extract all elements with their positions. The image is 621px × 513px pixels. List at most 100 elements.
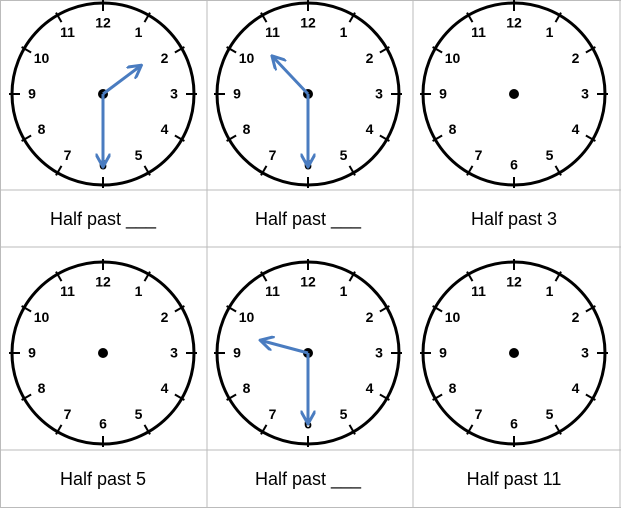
dial-number: 9: [439, 345, 447, 361]
tick: [226, 46, 237, 54]
tick: [143, 165, 151, 176]
hour-hand: [274, 58, 310, 96]
tick: [432, 134, 443, 142]
tick: [379, 134, 390, 142]
dial-number: 2: [366, 309, 374, 325]
caption: Half past 11: [467, 469, 562, 489]
dial-number: 6: [99, 416, 107, 432]
tick: [260, 271, 268, 282]
dial-number: 5: [546, 406, 554, 422]
tick: [55, 424, 63, 435]
tick: [55, 12, 63, 23]
tick: [260, 165, 268, 176]
clock-center: [98, 348, 108, 358]
dial-number: 11: [60, 24, 75, 40]
dial-number: 5: [546, 147, 554, 163]
tick: [554, 165, 562, 176]
dial-number: 7: [269, 147, 277, 163]
dial-number: 12: [300, 15, 316, 31]
tick: [466, 165, 474, 176]
dial-number: 10: [239, 50, 255, 66]
dial-number: 2: [366, 50, 374, 66]
hour-hand: [102, 67, 139, 96]
dial-number: 1: [135, 283, 143, 299]
dial-number: 6: [510, 157, 518, 173]
dial-number: 4: [366, 121, 374, 137]
tick: [585, 393, 596, 401]
tick: [432, 393, 443, 401]
dial-number: 3: [375, 345, 383, 361]
dial-number: 1: [546, 24, 554, 40]
dial-number: 7: [64, 406, 72, 422]
dial-number: 4: [572, 121, 580, 137]
dial-number: 9: [28, 86, 36, 102]
dial-number: 9: [233, 345, 241, 361]
dial-number: 1: [340, 24, 348, 40]
tick: [379, 305, 390, 313]
dial-number: 10: [239, 309, 255, 325]
tick: [174, 393, 185, 401]
dial-number: 9: [233, 86, 241, 102]
dial-number: 8: [449, 380, 457, 396]
clock-center: [509, 348, 519, 358]
caption: Half past ___: [255, 469, 362, 490]
tick: [226, 305, 237, 313]
dial-number: 10: [445, 50, 461, 66]
tick: [143, 12, 151, 23]
tick: [585, 134, 596, 142]
caption: Half past ___: [50, 209, 157, 230]
dial-number: 1: [135, 24, 143, 40]
dial-number: 11: [265, 283, 280, 299]
dial-number: 3: [581, 345, 589, 361]
dial-number: 11: [471, 24, 486, 40]
dial-number: 11: [60, 283, 75, 299]
dial-number: 12: [95, 274, 111, 290]
dial-number: 7: [64, 147, 72, 163]
dial-number: 8: [38, 380, 46, 396]
caption: Half past 5: [60, 469, 146, 489]
tick: [174, 46, 185, 54]
tick: [466, 424, 474, 435]
dial-number: 3: [170, 86, 178, 102]
tick: [174, 305, 185, 313]
tick: [174, 134, 185, 142]
tick: [143, 271, 151, 282]
hour-hand: [263, 341, 309, 355]
dial-number: 12: [95, 15, 111, 31]
dial-number: 7: [475, 147, 483, 163]
dial-number: 2: [161, 309, 169, 325]
dial-number: 10: [445, 309, 461, 325]
dial-number: 4: [366, 380, 374, 396]
tick: [379, 393, 390, 401]
dial-number: 2: [572, 50, 580, 66]
dial-number: 1: [340, 283, 348, 299]
dial-number: 4: [161, 121, 169, 137]
dial-number: 12: [506, 274, 522, 290]
tick: [21, 393, 32, 401]
tick: [21, 134, 32, 142]
tick: [21, 305, 32, 313]
tick: [432, 305, 443, 313]
caption: Half past 3: [471, 209, 557, 229]
dial-number: 10: [34, 309, 50, 325]
dial-number: 4: [161, 380, 169, 396]
tick: [348, 424, 356, 435]
tick: [585, 46, 596, 54]
dial-number: 9: [28, 345, 36, 361]
dial-number: 6: [510, 416, 518, 432]
dial-number: 3: [170, 345, 178, 361]
dial-number: 5: [340, 406, 348, 422]
dial-number: 8: [449, 121, 457, 137]
tick: [379, 46, 390, 54]
dial-number: 9: [439, 86, 447, 102]
tick: [348, 271, 356, 282]
dial-number: 3: [581, 86, 589, 102]
tick: [466, 271, 474, 282]
